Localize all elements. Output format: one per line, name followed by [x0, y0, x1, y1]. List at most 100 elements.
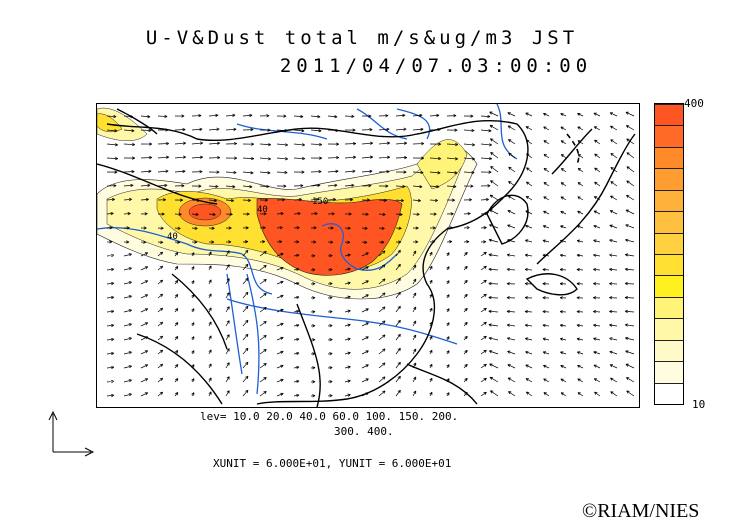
wind-vector	[140, 308, 149, 313]
wind-vector	[157, 265, 164, 271]
wind-vector	[106, 129, 118, 133]
wind-vector	[412, 170, 424, 175]
wind-vector	[609, 267, 618, 272]
wind-vector	[593, 337, 601, 341]
wind-vector	[543, 196, 550, 201]
wind-vector	[412, 306, 417, 313]
wind-vector	[412, 334, 417, 341]
wind-vector	[208, 349, 212, 355]
wind-vector	[576, 323, 584, 328]
wind-vector	[327, 212, 335, 216]
contour-levels-line2: 300. 400.	[334, 425, 394, 438]
wind-vector	[361, 392, 369, 397]
wind-vector	[488, 281, 499, 286]
wind-vector	[259, 279, 267, 285]
wind-vector	[242, 375, 249, 383]
wind-vector	[310, 156, 323, 160]
wind-vector	[123, 240, 130, 244]
wind-vector	[395, 226, 402, 230]
wind-vector	[594, 391, 601, 397]
wind-vector	[208, 198, 217, 203]
wind-vector	[208, 212, 216, 216]
wind-vector	[327, 394, 333, 398]
wind-vector	[507, 195, 516, 201]
wind-vector	[412, 127, 424, 131]
wind-vector	[225, 390, 230, 397]
wind-vector	[208, 156, 221, 160]
wind-vector	[412, 240, 419, 244]
wind-vector	[446, 266, 450, 271]
color-scale-segment	[655, 318, 683, 340]
color-scale-segment	[655, 211, 683, 233]
wind-vector	[123, 197, 132, 202]
wind-vector	[293, 184, 304, 188]
wind-vector	[140, 226, 147, 230]
wind-vector	[123, 379, 132, 383]
wind-vector	[191, 294, 195, 299]
wind-vector	[395, 347, 401, 355]
wind-vector	[490, 180, 499, 187]
wind-vector	[361, 212, 369, 216]
wind-vector	[157, 363, 164, 369]
wind-vector	[327, 282, 333, 286]
wind-vector	[525, 139, 533, 145]
wind-vector	[524, 253, 533, 257]
wind-vector	[395, 319, 401, 327]
wind-vector	[361, 128, 373, 132]
wind-vector	[463, 240, 470, 244]
wind-vector	[489, 124, 499, 131]
wind-vector	[225, 306, 230, 313]
wind-vector	[525, 126, 533, 131]
wind-vector	[123, 115, 134, 119]
wind-vector	[225, 264, 230, 271]
wind-vector	[593, 351, 601, 355]
wind-vector	[361, 198, 370, 202]
wind-vector	[327, 169, 339, 173]
vector-units: XUNIT = 6.000E+01, YUNIT = 6.000E+01	[213, 457, 452, 470]
wind-vector	[259, 251, 267, 257]
wind-vector	[446, 364, 450, 369]
wind-vector	[480, 335, 487, 341]
wind-vector	[525, 195, 533, 201]
wind-vector	[378, 278, 386, 285]
wind-vectors	[106, 111, 635, 398]
wind-vector	[123, 129, 135, 133]
wind-vector	[157, 349, 164, 355]
wind-vector	[378, 240, 385, 244]
wind-vector	[293, 379, 300, 384]
wind-vector	[624, 323, 635, 327]
wind-vector	[276, 143, 289, 147]
wind-vector	[191, 226, 198, 230]
wind-vector	[242, 128, 254, 132]
wind-vector	[378, 127, 390, 131]
wind-vector	[344, 393, 351, 397]
wind-vector	[327, 240, 334, 244]
wind-vector	[412, 113, 423, 117]
wind-vector	[310, 170, 322, 174]
wind-vector	[395, 156, 408, 160]
wind-vector	[361, 350, 369, 355]
boundaries	[97, 108, 636, 407]
wind-vector	[593, 323, 601, 327]
wind-vector	[378, 198, 387, 202]
wind-vector	[576, 282, 584, 286]
wind-vector	[446, 280, 450, 285]
color-scale-segment	[655, 361, 683, 383]
wind-vector	[446, 336, 450, 341]
wind-vector	[140, 294, 149, 299]
wind-vector	[242, 333, 249, 341]
wind-vector	[463, 335, 468, 341]
wind-vector	[542, 296, 550, 300]
wind-vector	[191, 127, 203, 131]
wind-vector	[480, 114, 491, 119]
wind-vector	[106, 114, 117, 119]
wind-vector	[507, 224, 516, 229]
wind-vector	[624, 309, 635, 314]
wind-vector	[577, 364, 584, 369]
wind-vector	[378, 141, 391, 145]
wind-vector	[259, 321, 267, 327]
wind-vector	[593, 282, 601, 286]
wind-vector	[208, 265, 212, 271]
wind-vector	[576, 296, 584, 300]
wind-vector	[625, 125, 635, 131]
